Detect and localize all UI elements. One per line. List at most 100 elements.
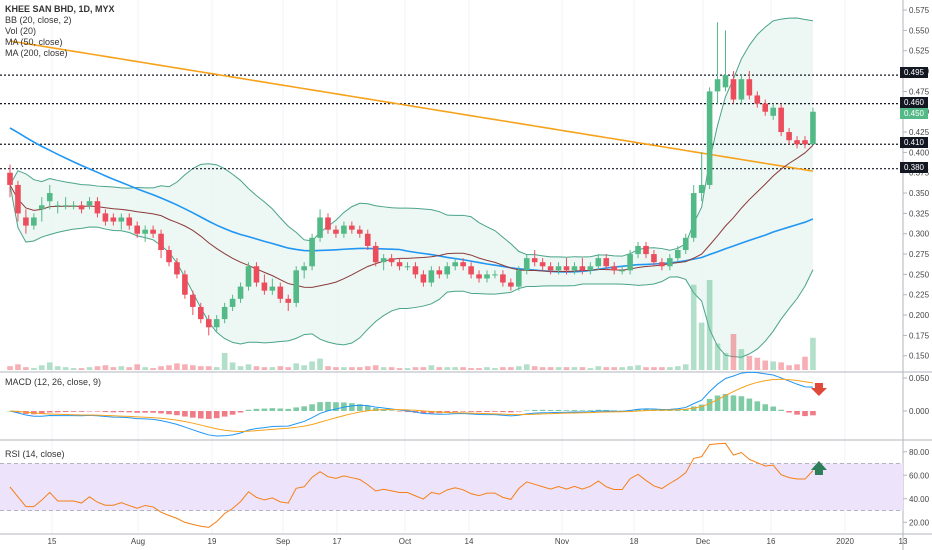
price-axis-label: 0.475 — [909, 87, 930, 96]
candle-body — [46, 193, 53, 202]
candle-body — [404, 266, 411, 268]
candle-body — [722, 75, 729, 88]
candle-body — [738, 79, 745, 100]
volume-bar — [317, 358, 323, 370]
macd-histogram-bar — [253, 408, 260, 411]
candle-body — [714, 79, 721, 92]
macd-histogram-bar — [46, 411, 53, 413]
candle-body — [221, 306, 228, 320]
volume-bar — [205, 366, 212, 370]
volume-bar — [261, 367, 268, 370]
candle-body — [500, 274, 506, 283]
volume-bar — [309, 361, 315, 370]
macd-histogram-bar — [531, 409, 538, 411]
price-axis-label: 0.200 — [909, 311, 930, 320]
macd-histogram-bar — [277, 408, 284, 411]
price-axis-label: 0.175 — [909, 331, 930, 340]
macd-histogram-bar — [675, 409, 681, 411]
candle-body — [380, 258, 387, 263]
candle-body — [643, 245, 649, 255]
macd-histogram-bar — [690, 406, 697, 411]
candle-body — [746, 79, 753, 96]
macd-histogram-bar — [571, 410, 578, 411]
candle-body — [309, 237, 315, 267]
rsi-axis-label: 80.00 — [909, 448, 930, 457]
volume-bar — [603, 367, 610, 370]
candle-body — [468, 266, 474, 275]
candle-body — [317, 217, 323, 238]
volume-bar — [746, 355, 753, 370]
candle-body — [563, 266, 570, 271]
volume-bar — [794, 364, 800, 370]
macd-histogram-bar — [380, 409, 387, 411]
candle-body — [595, 258, 602, 267]
macd-histogram-bar — [682, 409, 689, 411]
candle-body — [492, 274, 498, 276]
candle-body — [229, 298, 236, 307]
macd-signal-line — [9, 378, 814, 433]
macd-histogram-bar — [142, 411, 148, 413]
macd-axis-label: 0.050 — [909, 374, 930, 383]
price-label-0410: 0.410 — [900, 137, 928, 148]
candle-body — [547, 266, 554, 271]
time-axis-label: 19 — [208, 537, 217, 546]
price-axis-label: 0.275 — [909, 250, 930, 259]
candle-body — [420, 274, 427, 283]
candle-body — [70, 205, 77, 207]
macd-histogram-bar — [78, 411, 85, 412]
volume-bar — [770, 361, 776, 370]
volume-bar — [110, 367, 117, 370]
volume-bar — [492, 368, 498, 370]
macd-histogram-bar — [516, 411, 522, 412]
bollinger-lower-band — [9, 184, 814, 358]
candle-body — [579, 266, 586, 271]
candle-body — [770, 107, 776, 116]
volume-bar — [690, 284, 697, 370]
volume-bar — [539, 367, 546, 370]
volume-bar — [380, 367, 387, 370]
macd-histogram-bar — [126, 411, 133, 413]
volume-bar — [754, 357, 761, 370]
legend-bb: BB (20, close, 2) — [5, 15, 72, 25]
candle-body — [730, 79, 737, 100]
candle-body — [619, 270, 625, 272]
candle-body — [372, 245, 379, 263]
macd-histogram-bar — [778, 409, 784, 411]
macd-histogram-bar — [285, 408, 292, 411]
volume-bar — [269, 367, 276, 370]
volume-bar — [682, 364, 689, 370]
candle-body — [126, 217, 133, 226]
candle-body — [627, 254, 633, 271]
price-axis-label: 0.350 — [909, 189, 930, 198]
candle-body — [118, 217, 125, 222]
macd-histogram-bar — [468, 411, 474, 412]
volume-bar — [118, 366, 125, 370]
candle-body — [762, 103, 769, 112]
ma200-line — [9, 40, 814, 172]
candle-body — [635, 245, 641, 255]
volume-bar — [675, 366, 681, 370]
volume-bar — [285, 367, 292, 370]
macd-histogram-bar — [635, 409, 641, 411]
macd-histogram-bar — [301, 406, 307, 411]
macd-histogram-bar — [110, 411, 117, 413]
volume-bar — [571, 367, 578, 370]
macd-legend: MACD (12, 26, close, 9) — [5, 377, 102, 387]
candle-body — [571, 266, 578, 271]
time-axis-label: Oct — [399, 537, 412, 546]
volume-bar — [635, 365, 641, 370]
macd-histogram-bar — [714, 395, 721, 411]
candle-body — [86, 201, 93, 206]
macd-histogram-bar — [786, 411, 792, 413]
macd-histogram-bar — [333, 402, 339, 411]
price-axis-label: 0.550 — [909, 26, 930, 35]
candle-body — [253, 266, 260, 283]
bollinger-basis-line — [9, 144, 814, 288]
volume-bar — [659, 367, 665, 370]
candle-body — [7, 172, 13, 185]
candle-body — [78, 205, 85, 210]
volume-bar — [810, 337, 816, 370]
candle-body — [810, 111, 816, 145]
time-axis-label: Aug — [131, 537, 145, 546]
